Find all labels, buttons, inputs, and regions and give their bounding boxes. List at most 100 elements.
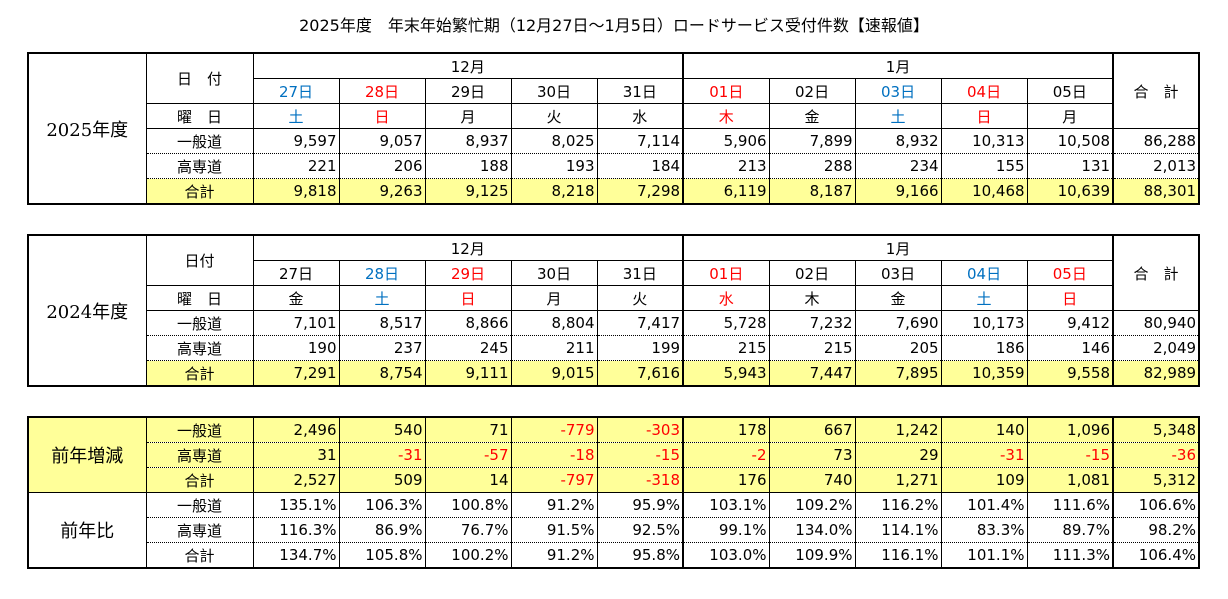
value-cell: 91.5% — [510, 517, 598, 543]
value-cell: 8,866 — [424, 310, 512, 336]
value-cell: 213 — [682, 153, 770, 179]
value-cell: 14 — [424, 467, 512, 493]
value-cell: 7,895 — [854, 360, 942, 386]
value-cell: 1,242 — [854, 417, 942, 443]
value-cell: 7,114 — [596, 128, 684, 154]
date-cell: 01日 — [682, 260, 770, 286]
total-cell: -36 — [1112, 442, 1200, 468]
total-cell: 106.6% — [1112, 492, 1200, 518]
value-cell: 101.1% — [940, 542, 1028, 568]
value-cell: 1,081 — [1026, 467, 1114, 493]
dow-cell: 土 — [940, 285, 1028, 311]
value-cell: 91.2% — [510, 542, 598, 568]
value-cell: 188 — [424, 153, 512, 179]
value-cell: 7,417 — [596, 310, 684, 336]
value-cell: 9,015 — [510, 360, 598, 386]
value-cell: 199 — [596, 335, 684, 361]
date-cell: 04日 — [940, 260, 1028, 286]
date-cell: 02日 — [768, 260, 856, 286]
value-cell: 71 — [424, 417, 512, 443]
value-cell: 114.1% — [854, 517, 942, 543]
value-cell: 205 — [854, 335, 942, 361]
value-cell: 29 — [854, 442, 942, 468]
value-cell: -31 — [338, 442, 426, 468]
dow-cell: 日 — [940, 103, 1028, 129]
value-cell: 135.1% — [252, 492, 340, 518]
value-cell: 101.4% — [940, 492, 1028, 518]
comparison-group-label: 前年増減 — [27, 417, 147, 493]
value-cell: 8,218 — [510, 178, 598, 204]
value-cell: 193 — [510, 153, 598, 179]
value-cell: 134.0% — [768, 517, 856, 543]
value-cell: -318 — [596, 467, 684, 493]
date-cell: 02日 — [768, 78, 856, 104]
value-cell: 5,943 — [682, 360, 770, 386]
date-cell: 05日 — [1026, 260, 1114, 286]
month-header: 1月 — [682, 53, 1114, 79]
value-cell: 8,754 — [338, 360, 426, 386]
value-cell: 109.9% — [768, 542, 856, 568]
total-cell: 106.4% — [1112, 542, 1200, 568]
date-header: 日付 — [145, 235, 254, 286]
dow-cell: 木 — [768, 285, 856, 311]
value-cell: 8,025 — [510, 128, 598, 154]
value-cell: 6,119 — [682, 178, 770, 204]
value-cell: 9,111 — [424, 360, 512, 386]
value-cell: 215 — [682, 335, 770, 361]
value-cell: 211 — [510, 335, 598, 361]
value-cell: 95.8% — [596, 542, 684, 568]
dow-cell: 日 — [424, 285, 512, 311]
date-cell: 28日 — [338, 78, 426, 104]
dow-cell: 金 — [854, 285, 942, 311]
value-cell: 8,932 — [854, 128, 942, 154]
value-cell: -2 — [682, 442, 770, 468]
dow-cell: 月 — [1026, 103, 1114, 129]
value-cell: 140 — [940, 417, 1028, 443]
month-header: 1月 — [682, 235, 1114, 261]
year-label: 2024年度 — [27, 235, 147, 386]
value-cell: 288 — [768, 153, 856, 179]
value-cell: 73 — [768, 442, 856, 468]
value-cell: 221 — [252, 153, 340, 179]
value-cell: 237 — [338, 335, 426, 361]
date-cell: 04日 — [940, 78, 1028, 104]
dow-cell: 月 — [424, 103, 512, 129]
value-cell: 95.9% — [596, 492, 684, 518]
value-cell: 131 — [1026, 153, 1114, 179]
date-cell: 05日 — [1026, 78, 1114, 104]
value-cell: 8,937 — [424, 128, 512, 154]
value-cell: 178 — [682, 417, 770, 443]
value-cell: 109.2% — [768, 492, 856, 518]
dow-cell: 日 — [1026, 285, 1114, 311]
dow-cell: 水 — [682, 285, 770, 311]
value-cell: 8,517 — [338, 310, 426, 336]
total-cell: 80,940 — [1112, 310, 1200, 336]
value-cell: 667 — [768, 417, 856, 443]
date-cell: 27日 — [252, 260, 340, 286]
value-cell: 1,271 — [854, 467, 942, 493]
dow-cell: 日 — [338, 103, 426, 129]
value-cell: 190 — [252, 335, 340, 361]
value-cell: 7,232 — [768, 310, 856, 336]
value-cell: 100.8% — [424, 492, 512, 518]
date-cell: 27日 — [252, 78, 340, 104]
value-cell: 83.3% — [940, 517, 1028, 543]
value-cell: 9,818 — [252, 178, 340, 204]
total-cell: 2,049 — [1112, 335, 1200, 361]
value-cell: 9,597 — [252, 128, 340, 154]
value-cell: -15 — [1026, 442, 1114, 468]
value-cell: 31 — [252, 442, 340, 468]
value-cell: 540 — [338, 417, 426, 443]
month-header: 12月 — [252, 235, 684, 261]
row-label: 合計 — [145, 178, 254, 204]
row-label: 一般道 — [145, 128, 254, 154]
value-cell: 111.3% — [1026, 542, 1114, 568]
value-cell: 86.9% — [338, 517, 426, 543]
value-cell: 5,906 — [682, 128, 770, 154]
date-cell: 29日 — [424, 78, 512, 104]
value-cell: 10,639 — [1026, 178, 1114, 204]
value-cell: 111.6% — [1026, 492, 1114, 518]
value-cell: 186 — [940, 335, 1028, 361]
value-cell: 116.2% — [854, 492, 942, 518]
value-cell: 9,166 — [854, 178, 942, 204]
